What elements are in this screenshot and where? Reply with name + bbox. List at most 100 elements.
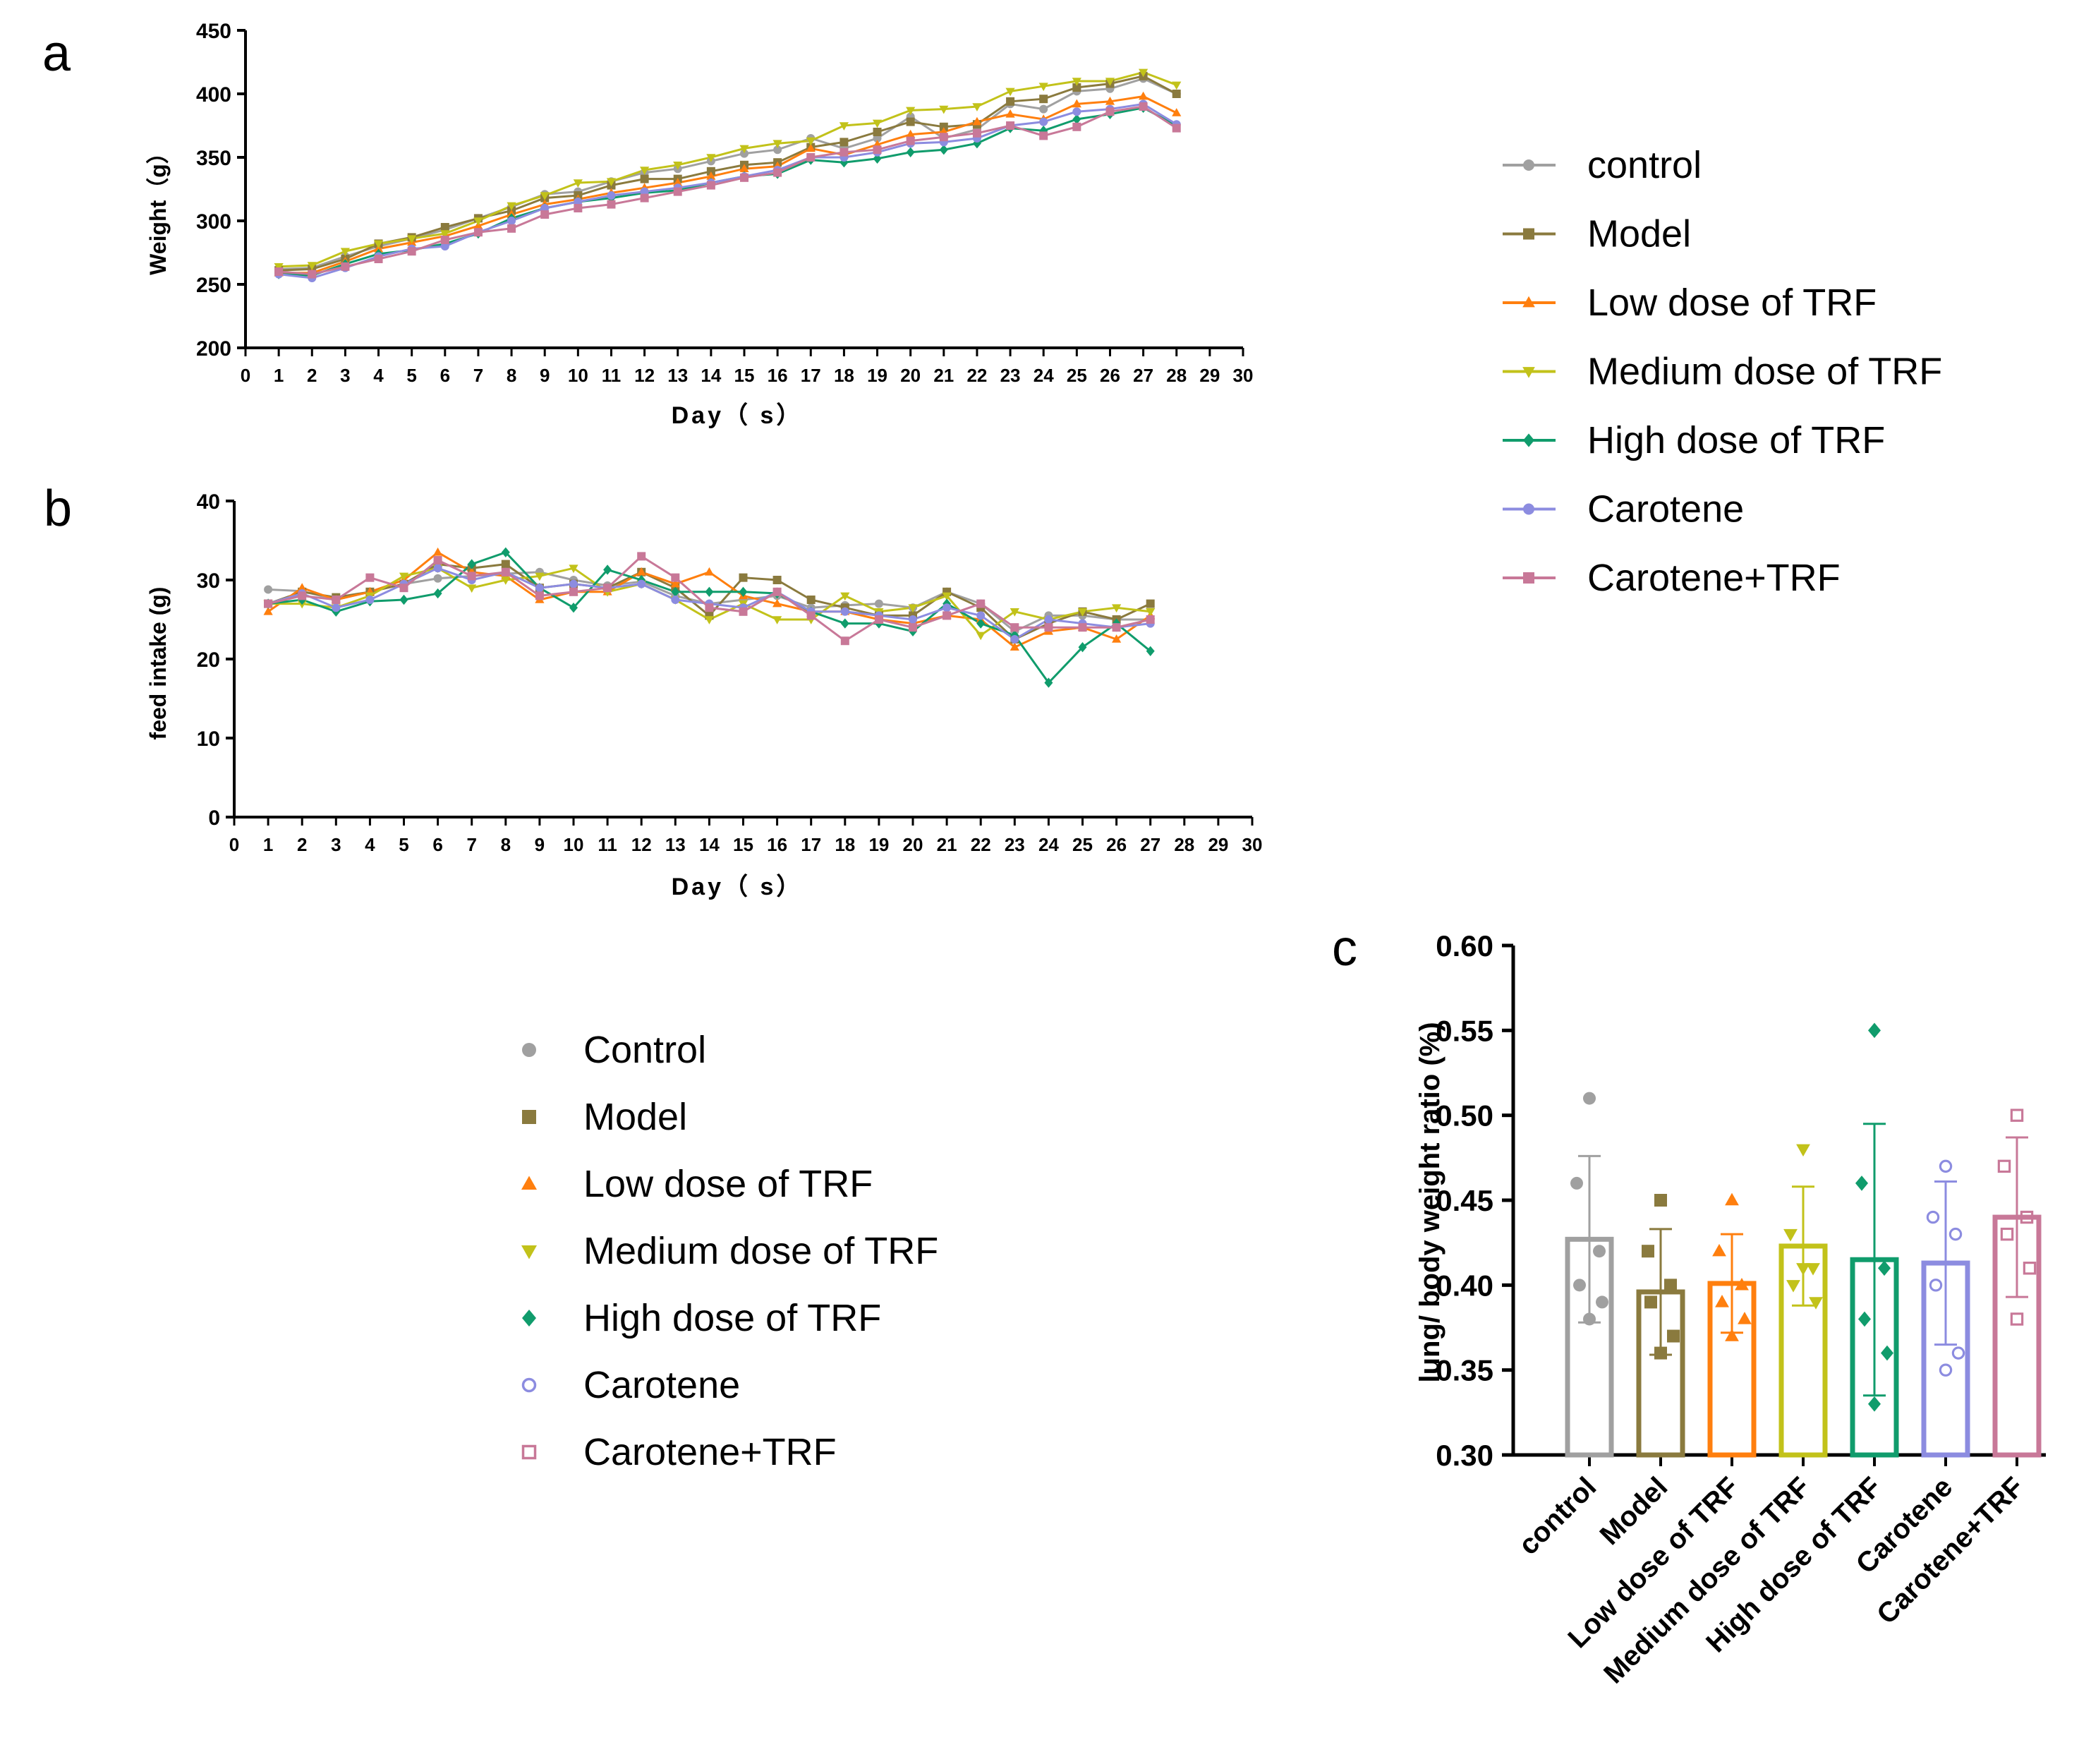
feed-series-markers	[263, 547, 1156, 688]
legend-ab-marker	[1523, 503, 1534, 515]
weight-x-tick-label: 9	[540, 365, 550, 386]
weight-line-3	[279, 71, 1177, 268]
weight-point	[1039, 117, 1048, 126]
weight-point	[939, 122, 948, 131]
legend-c-marker	[521, 1377, 537, 1393]
weight-point	[840, 147, 849, 157]
ratio-y-axis-label: lung/ body weight ratio (%)	[1414, 1022, 1445, 1382]
feed-point	[874, 615, 883, 624]
feed-point	[535, 591, 544, 600]
ratio-point	[1855, 1176, 1868, 1191]
ratio-point	[1939, 1159, 1953, 1173]
feed-x-tick-label: 26	[1106, 834, 1127, 855]
weight-x-tick-label: 14	[701, 365, 721, 386]
feed-point	[840, 636, 849, 646]
weight-point	[972, 128, 981, 138]
feed-point	[1010, 608, 1019, 617]
feed-point	[1044, 615, 1053, 624]
weight-y-axis-label: Weight（g）	[145, 141, 171, 275]
feed-point	[569, 579, 578, 588]
feed-point	[942, 592, 952, 601]
feed-y-tick-label: 20	[197, 648, 220, 672]
feed-point	[569, 587, 578, 596]
weight-x-tick-label: 23	[1000, 365, 1021, 386]
ratio-error-bars	[1578, 1123, 2028, 1397]
ratio-x-tick-label: control	[1513, 1471, 1602, 1561]
feed-x-tick-label: 27	[1140, 834, 1160, 855]
weight-point	[440, 236, 449, 244]
feed-y-tick-label: 40	[197, 490, 220, 514]
weight-point	[1006, 121, 1015, 130]
feed-x-tick-label: 13	[665, 834, 686, 855]
ratio-point	[1796, 1263, 1810, 1276]
feed-x-tick-label: 29	[1208, 834, 1228, 855]
feed-y-tick-label: 30	[197, 569, 220, 593]
ratio-point	[1997, 1159, 2011, 1173]
weight-x-tick-label: 29	[1199, 365, 1220, 386]
feed-x-tick-label: 9	[535, 834, 545, 855]
weight-x-tick-label: 22	[966, 365, 987, 386]
feed-point	[908, 604, 918, 613]
weight-point	[1039, 104, 1048, 114]
weight-point	[706, 171, 716, 180]
weight-point	[1139, 68, 1148, 78]
weight-point	[873, 128, 882, 136]
weight-point	[906, 136, 915, 145]
legend-ab-label: Carotene+TRF	[1587, 557, 1841, 599]
weight-point	[906, 147, 915, 157]
weight-line-6	[279, 105, 1177, 276]
ratio-y-tick-label: 0.60	[1436, 929, 1493, 962]
weight-point	[606, 178, 617, 187]
weight-point	[540, 210, 550, 219]
ratio-point	[2010, 1312, 2024, 1326]
legend-c-marker	[521, 1245, 537, 1259]
weight-point	[1105, 96, 1115, 105]
legend-ab-marker	[1523, 159, 1534, 171]
feed-point	[433, 556, 442, 564]
feed-x-tick-label: 19	[868, 834, 889, 855]
ratio-point	[1725, 1329, 1739, 1341]
weight-point	[739, 164, 749, 172]
feed-x-tick-label: 20	[903, 834, 923, 855]
feed-point	[909, 615, 917, 624]
weight-point	[1172, 123, 1181, 133]
ratio-point	[1573, 1279, 1586, 1292]
weight-point	[340, 248, 350, 257]
feed-axes	[226, 500, 1254, 826]
feed-point	[467, 584, 477, 593]
weight-point	[806, 143, 816, 152]
ratio-point	[1735, 1277, 1749, 1291]
feed-point	[1044, 677, 1053, 688]
legend-c-marker	[521, 1444, 537, 1460]
ratio-point	[2010, 1108, 2024, 1122]
feed-point	[739, 607, 748, 616]
feed-point	[501, 547, 510, 557]
feed-point	[705, 603, 714, 612]
weight-y-tick-label: 300	[196, 210, 231, 234]
feed-point	[297, 583, 307, 591]
weight-x-tick-label: 30	[1233, 365, 1254, 386]
weight-axes	[237, 29, 1244, 356]
panel-label-b: b	[44, 481, 72, 537]
weight-point	[640, 193, 649, 203]
legend-ab-label: Carotene	[1587, 488, 1744, 531]
weight-point	[1139, 102, 1148, 111]
feed-point	[603, 584, 612, 593]
weight-point	[307, 262, 317, 270]
ratio-point	[1654, 1346, 1667, 1360]
feed-point	[671, 573, 680, 582]
feed-point	[840, 618, 849, 629]
weight-point	[473, 228, 483, 237]
weight-x-tick-label: 21	[933, 365, 954, 386]
weight-point	[507, 202, 516, 211]
weight-point	[972, 103, 982, 111]
weight-point	[573, 179, 583, 188]
weight-point	[773, 168, 782, 177]
feed-x-tick-label: 7	[466, 834, 476, 855]
feed-y-tick-label: 0	[208, 807, 220, 830]
feed-point	[976, 618, 986, 629]
weight-x-tick-label: 6	[440, 365, 450, 386]
weight-x-tick-label: 12	[634, 365, 655, 386]
